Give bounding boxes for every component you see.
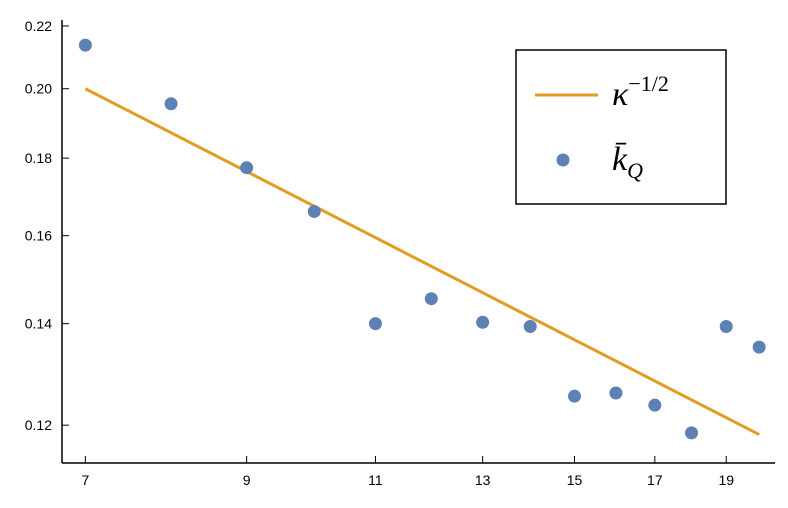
y-tick-label: 0.12 (25, 417, 52, 433)
y-tick-label: 0.20 (25, 81, 52, 97)
data-point (476, 315, 490, 329)
data-point (424, 292, 438, 306)
y-tick-label: 0.18 (25, 150, 52, 166)
x-tick-label: 15 (567, 472, 583, 488)
data-point (523, 319, 537, 333)
data-point (368, 317, 382, 331)
data-point (164, 97, 178, 111)
data-point (685, 426, 699, 440)
y-tick-label: 0.14 (25, 316, 52, 332)
legend-label: κ−1/2 (612, 71, 669, 113)
legend-marker (556, 153, 570, 167)
legend-label: k̄Q (612, 141, 643, 183)
y-tick-label: 0.16 (25, 228, 52, 244)
y-tick-label: 0.22 (25, 18, 52, 34)
data-point (648, 398, 662, 412)
x-tick-label: 7 (81, 472, 89, 488)
x-tick-label: 9 (243, 472, 251, 488)
data-point (240, 161, 254, 175)
x-tick-label: 13 (475, 472, 491, 488)
x-tick-label: 17 (647, 472, 663, 488)
data-point (568, 389, 582, 403)
data-point (719, 319, 733, 333)
fit-line (84, 87, 760, 436)
legend-box (515, 49, 727, 205)
data-point (78, 38, 92, 52)
x-tick-label: 19 (718, 472, 734, 488)
x-tick-label: 11 (368, 472, 383, 488)
data-point (752, 340, 766, 354)
data-point (307, 204, 321, 218)
data-point (609, 386, 623, 400)
